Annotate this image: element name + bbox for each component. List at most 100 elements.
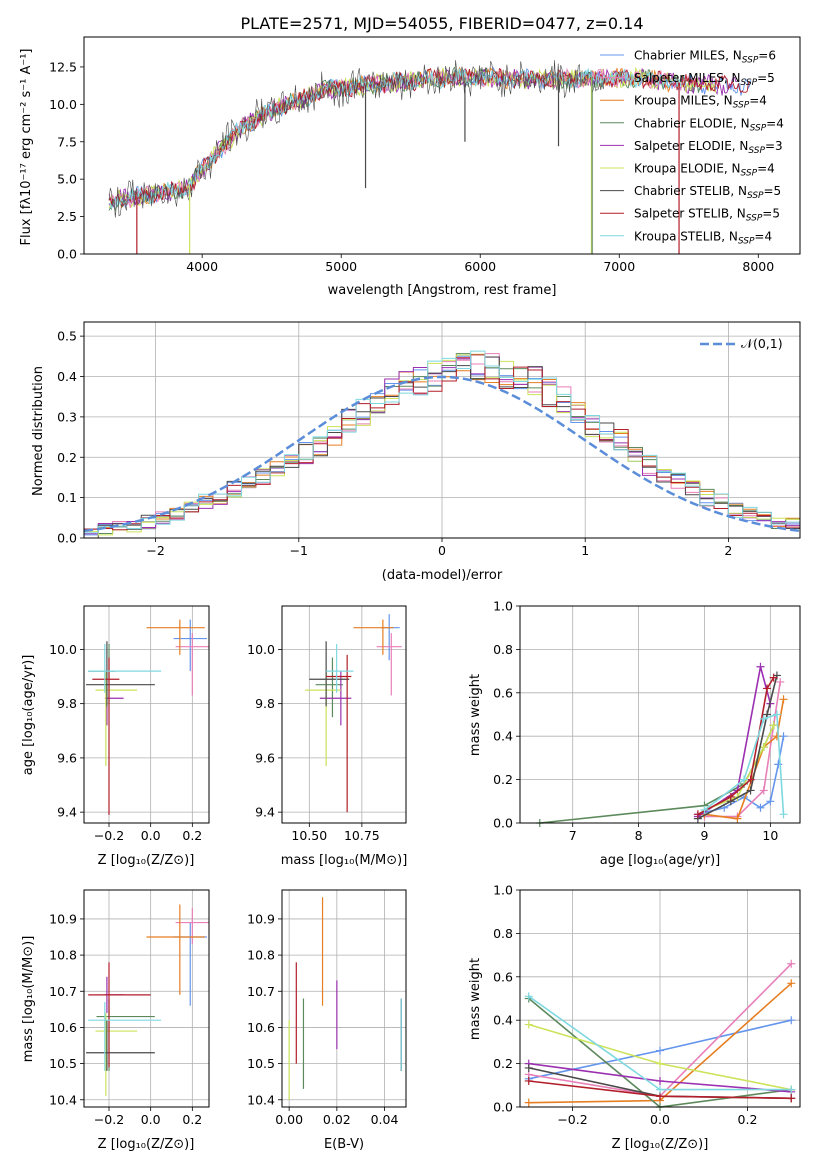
age-vs-mass-x-axis-label: mass [log₁₀(M/M⊙)] [281, 853, 408, 868]
mass-weight-vs-age-x-tick-label: 7 [569, 828, 577, 843]
mass-vs-ebv-y-tick-label: 10.7 [247, 984, 275, 999]
mass-weight-vs-age-point-marker [756, 803, 765, 812]
age-vs-mass-frame [281, 605, 407, 824]
residuals-y-tick-label: 0.3 [57, 409, 77, 424]
age-vs-z-y-tick-label: 9.4 [57, 805, 77, 820]
residuals-x-tick-label: 1 [581, 543, 589, 558]
mass-weight-vs-z-point-marker [656, 1046, 664, 1055]
mass-weight-vs-age-point-marker [772, 710, 781, 719]
residuals-plot-area: −2 −1 0 1 2 0.0 0.1 0.2 0.3 0.4 0.5 𝒩(0,1) [57, 321, 801, 558]
mass-vs-ebv-y-tick-label: 10.5 [247, 1056, 275, 1071]
spectrum-y-axis-label: Flux [fλ10⁻¹⁷ erg cm⁻² s⁻¹ A⁻¹] [19, 49, 34, 246]
mass-weight-vs-age-y-tick-label: 0.4 [493, 729, 513, 744]
residuals-x-axis-label: (data-model)/error [382, 568, 503, 583]
spectrum-panel: PLATE=2571, MJD=54055, FIBERID=0477, z=0… [19, 14, 801, 298]
mass-weight-vs-z-point-marker [787, 979, 796, 988]
mass-vs-z-x-tick-label: 0.2 [182, 1112, 202, 1127]
mass-weight-vs-age-series-line [704, 681, 781, 818]
mass-weight-vs-age-point-marker [759, 714, 768, 723]
age-vs-mass-plot-area: 10.50 10.75 9.4 9.6 9.8 10.0 [247, 605, 407, 843]
mass-vs-ebv-x-axis-label: E(B-V) [324, 1137, 364, 1152]
mass-vs-z-y-axis-label: mass [log₁₀(M/M⊙)] [21, 936, 36, 1063]
mass-weight-vs-age-y-tick-label: 0.0 [493, 816, 513, 831]
mass-weight-vs-age-point-marker [733, 814, 742, 823]
mass-weight-vs-age-y-tick-label: 0.2 [493, 772, 513, 787]
mass-weight-vs-age-point-marker [740, 775, 748, 784]
mass-weight-vs-age-point-marker [759, 743, 768, 752]
mass-vs-ebv-frame [281, 889, 407, 1108]
mass-vs-z-x-tick-label: 0.0 [141, 1112, 161, 1127]
mass-weight-vs-z-point-marker [787, 959, 796, 968]
mass-weight-vs-z-point-marker [524, 1076, 533, 1085]
age-vs-z-y-tick-label: 9.6 [57, 750, 77, 765]
mass-weight-vs-z-y-tick-label: 0.4 [493, 1013, 513, 1028]
age-vs-mass-panel: 10.50 10.75 9.4 9.6 9.8 10.0 mass [log₁₀(M/M⊙… [247, 605, 408, 868]
mass-weight-vs-z-y-tick-label: 0.8 [493, 926, 513, 941]
mass-weight-vs-z-x-tick-label: 0.0 [650, 1112, 670, 1127]
spectrum-series-line [108, 67, 751, 208]
mass-vs-z-x-tick-label: −0.2 [94, 1112, 124, 1127]
mass-weight-vs-age-point-marker [779, 810, 788, 819]
age-vs-z-y-axis-label: age [log₁₀(age/yr)] [21, 655, 36, 776]
age-vs-mass-y-tick-label: 9.6 [255, 750, 275, 765]
legend-entry-label: Kroupa STELIB, NSSP=4 [634, 229, 772, 246]
mass-weight-vs-z-point-marker [787, 1094, 796, 1103]
legend-entry-label: Kroupa MILES, NSSP=4 [634, 94, 767, 111]
mass-weight-vs-age-point-marker [726, 792, 735, 801]
residuals-frame [83, 321, 801, 539]
legend-entry-label: Salpeter ELODIE, NSSP=3 [634, 139, 783, 156]
mass-vs-ebv-y-tick-label: 10.4 [247, 1092, 275, 1107]
mass-weight-vs-age-y-tick-label: 0.8 [493, 642, 513, 657]
age-vs-z-x-tick-label: 0.2 [182, 828, 202, 843]
mass-weight-vs-age-frame [519, 605, 801, 824]
gaussian-curve [84, 375, 800, 533]
age-vs-z-x-tick-label: 0.0 [141, 828, 161, 843]
mass-weight-vs-age-y-tick-label: 1.0 [493, 599, 513, 614]
mass-weight-vs-age-point-marker [746, 786, 755, 795]
mass-weight-vs-z-plot-area: −0.2 0.0 0.2 0.0 0.2 0.4 0.6 0.8 1.0 [493, 883, 801, 1127]
mass-vs-z-plot-area: −0.2 0.0 0.2 10.4 10.5 10.6 10.7 10.8 10.9 [49, 889, 210, 1127]
residuals-x-tick-label: 2 [724, 543, 732, 558]
spectrum-x-tick-label: 4000 [186, 259, 218, 274]
mass-weight-vs-z-y-axis-label: mass weight [468, 958, 483, 1040]
mass-vs-z-panel: −0.2 0.0 0.2 10.4 10.5 10.6 10.7 10.8 10.9 Z [lo… [21, 889, 210, 1152]
mass-weight-vs-age-point-marker [693, 810, 702, 819]
mass-vs-z-y-tick-label: 10.6 [49, 1020, 77, 1035]
age-vs-z-y-tick-label: 9.8 [57, 696, 77, 711]
spectrum-x-tick-label: 8000 [742, 259, 774, 274]
mass-weight-vs-z-point-marker [524, 992, 533, 1001]
mass-weight-vs-z-x-tick-label: 0.2 [738, 1112, 758, 1127]
spectrum-y-tick-label: 5.0 [57, 172, 77, 187]
mass-weight-vs-age-point-marker [776, 677, 785, 686]
spectrum-x-tick-label: 7000 [603, 259, 635, 274]
legend-entry-label: Chabrier ELODIE, NSSP=4 [634, 116, 784, 133]
age-vs-mass-x-tick-label: 10.75 [344, 828, 380, 843]
mass-weight-vs-age-plot-area: 7 8 9 10 0.0 0.2 0.4 0.6 0.8 1.0 [493, 599, 801, 843]
mass-vs-ebv-x-tick-label: 0.04 [371, 1112, 399, 1127]
mass-vs-ebv-x-tick-label: 0.02 [323, 1112, 351, 1127]
age-vs-mass-x-tick-label: 10.50 [291, 828, 327, 843]
mass-weight-vs-z-point-marker [524, 1063, 533, 1072]
residuals-y-axis-label: Normed distribution [31, 366, 46, 496]
spectrum-x-tick-label: 5000 [325, 259, 357, 274]
age-vs-mass-y-tick-label: 10.0 [247, 642, 275, 657]
spectrum-y-tick-label: 7.5 [57, 134, 77, 149]
mass-weight-vs-age-x-tick-label: 10 [762, 828, 778, 843]
spectrum-legend: Chabrier MILES, NSSP=6 Salpeter MILES, NS… [600, 49, 784, 246]
age-vs-z-plot-area: −0.2 0.0 0.2 9.4 9.6 9.8 10.0 [49, 605, 210, 843]
spectrum-y-tick-label: 2.5 [57, 209, 77, 224]
age-vs-z-frame [83, 605, 210, 824]
mass-weight-vs-age-point-marker [769, 673, 778, 682]
mass-weight-vs-z-y-tick-label: 1.0 [493, 883, 513, 898]
legend-entry-label: Chabrier STELIB, NSSP=5 [634, 184, 781, 201]
spectrum-y-tick-label: 0.0 [57, 247, 77, 262]
mass-weight-vs-z-point-marker [524, 1020, 533, 1029]
mass-weight-vs-age-point-marker [756, 662, 765, 671]
spectrum-y-tick-label: 12.5 [49, 59, 77, 74]
mass-weight-vs-z-point-marker [656, 1085, 664, 1094]
mass-weight-vs-z-panel: −0.2 0.0 0.2 0.0 0.2 0.4 0.6 0.8 1.0 Z [log₁₀(Z/… [468, 883, 801, 1152]
mass-weight-vs-z-y-tick-label: 0.2 [493, 1056, 513, 1071]
mass-vs-ebv-y-tick-label: 10.6 [247, 1020, 275, 1035]
age-vs-z-panel: −0.2 0.0 0.29.49.69.810.0 Z [log₁₀(Z/Z⊙)] … [21, 605, 210, 868]
mass-vs-ebv-plot-area: 0.00 0.02 0.04 10.4 10.5 10.6 10.7 10.8 10.9 [247, 889, 407, 1127]
